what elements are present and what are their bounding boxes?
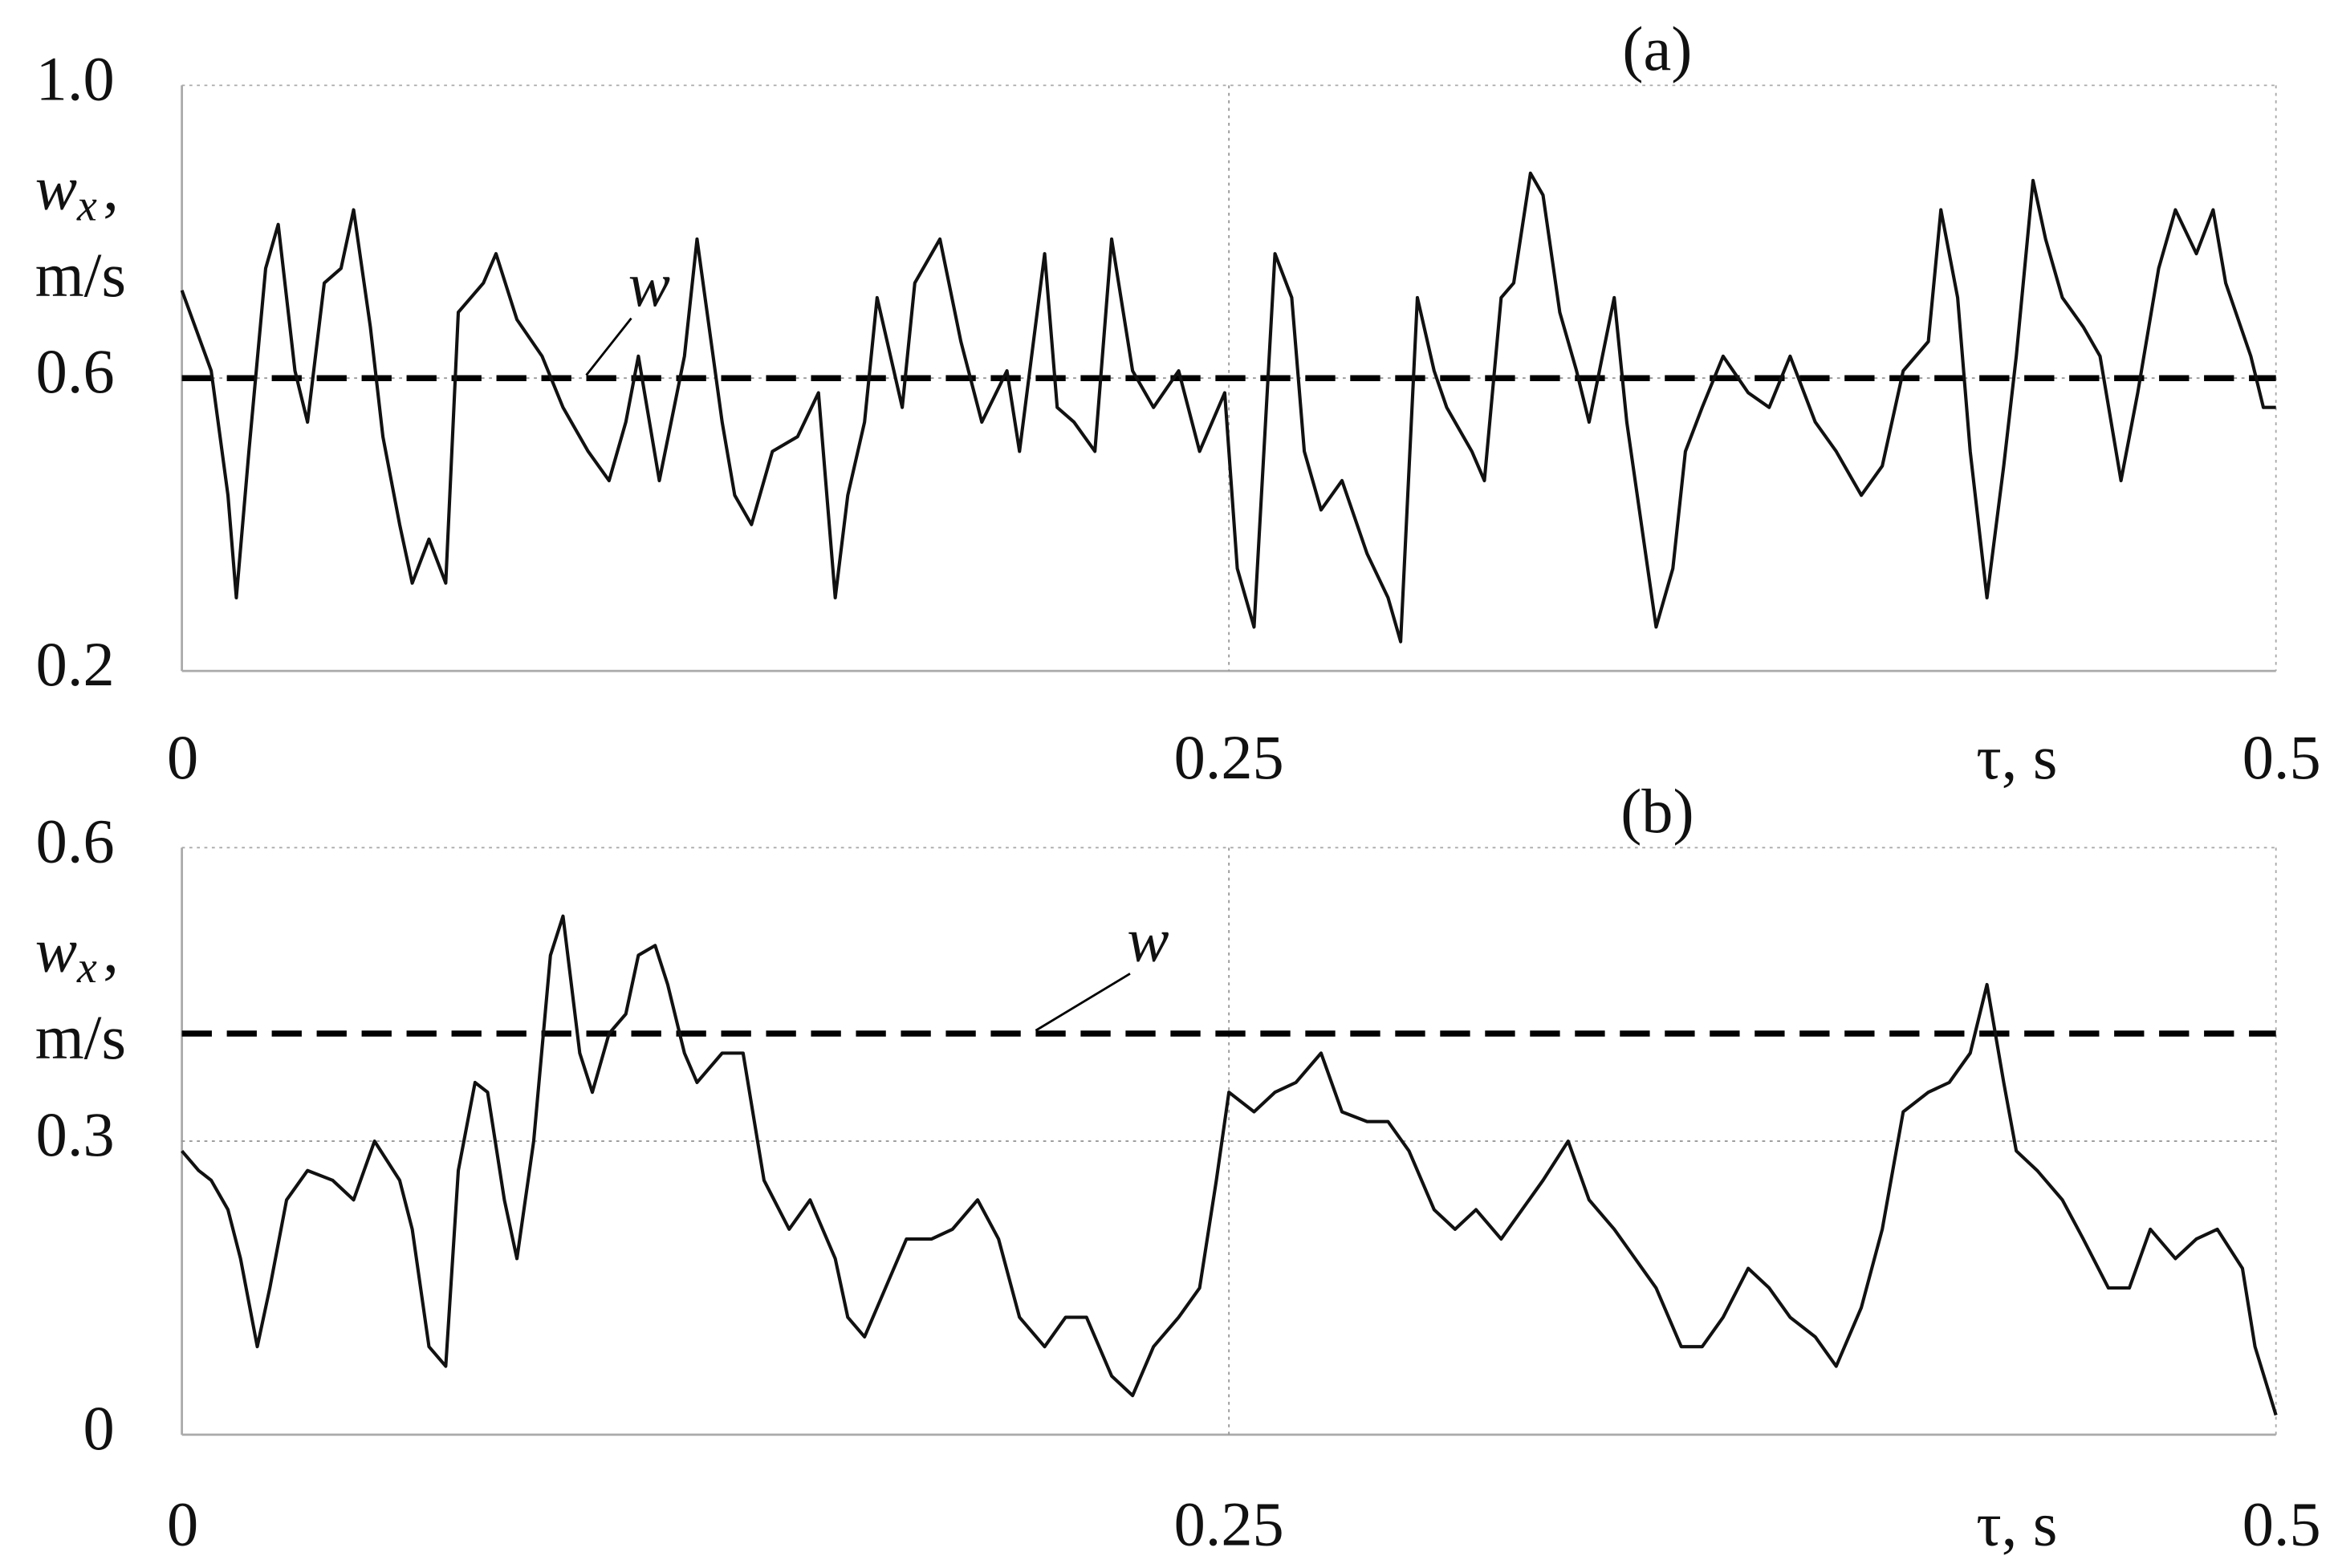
y-axis-unit: m/s — [35, 240, 126, 310]
data-line — [180, 171, 2276, 644]
annotation: w — [628, 250, 670, 319]
y-label-symbol: w — [35, 153, 77, 223]
y-label-separator: , — [103, 153, 119, 223]
y-tick-label: 0.6 — [36, 806, 115, 875]
y-tick-label: 0.6 — [36, 336, 115, 406]
annotation-leader — [585, 317, 632, 376]
x-tick-label: 0.5 — [2242, 722, 2321, 792]
annotation: w — [1127, 905, 1169, 975]
panel-label: (a) — [1622, 14, 1692, 83]
panel: 0.20.61.00 0.25 0.5τ, s(a)wx ,m/s w — [35, 14, 2321, 792]
x-tick-label: 0.5 — [2242, 1489, 2321, 1558]
y-label-subscript: x — [76, 181, 97, 230]
x-tick-label: 0 — [167, 722, 198, 792]
y-axis-label: wx, — [35, 916, 119, 993]
data-line — [181, 914, 2278, 1416]
x-tick-label: 0 — [167, 1489, 198, 1558]
y-tick-label: 0 — [83, 1393, 114, 1463]
y-label-symbol: w — [35, 916, 77, 985]
y-tick-label: 0.3 — [36, 1099, 115, 1169]
panel: 00.30.60 0.25 0.5τ, s(b)wx ,m/sw — [35, 776, 2321, 1558]
y-axis-label: wx, — [35, 153, 119, 231]
y-axis-unit: m/s — [35, 1002, 126, 1072]
x-axis-label: τ, s — [1976, 1489, 2057, 1558]
y-label-separator: , — [103, 916, 119, 985]
x-tick-label: 0.25 — [1174, 722, 1284, 792]
y-label-subscript: x — [76, 943, 97, 993]
x-axis-label: τ, s — [1976, 722, 2057, 792]
y-tick-label: 0.2 — [36, 629, 115, 699]
panel-label: (b) — [1620, 776, 1694, 846]
x-tick-label: 0.25 — [1174, 1489, 1284, 1558]
y-tick-label: 1.0 — [36, 43, 115, 113]
annotation-leader — [1035, 973, 1131, 1032]
